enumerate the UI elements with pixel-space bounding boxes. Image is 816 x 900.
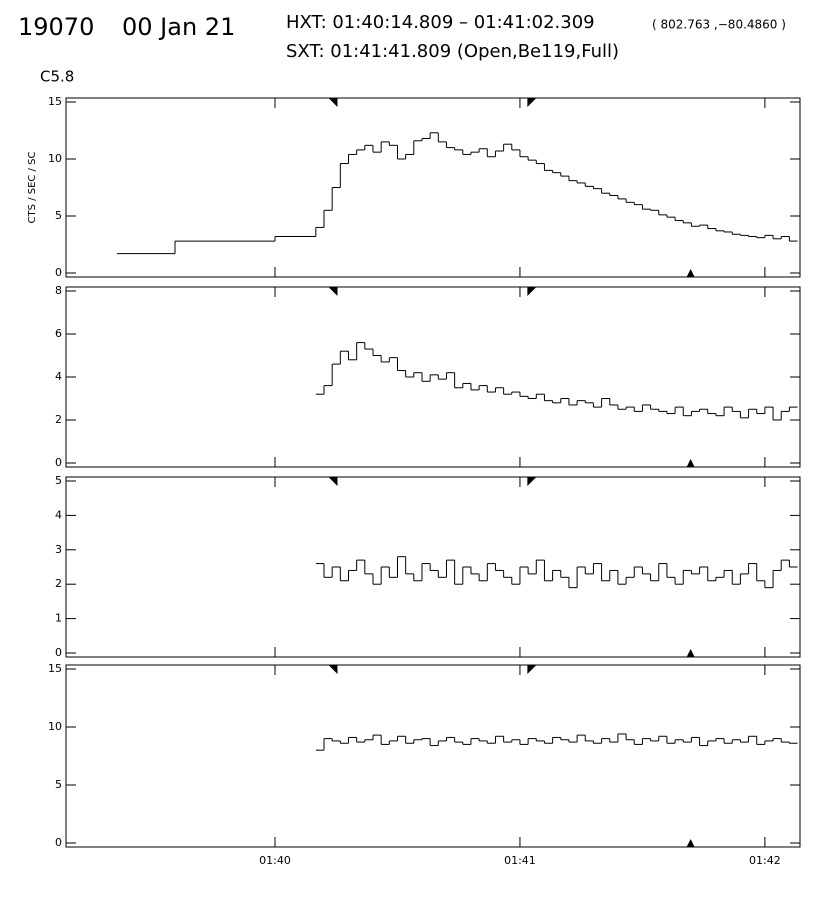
time-marker — [686, 649, 695, 657]
observation-date: 00 Jan 21 — [122, 13, 235, 41]
hxt-interval: HXT: 01:40:14.809 – 01:41:02.309 — [286, 12, 595, 33]
x-tick-label: 01:41 — [504, 854, 536, 867]
x-tick-label: 01:40 — [259, 854, 291, 867]
y-tick-label: 4 — [55, 370, 62, 383]
flare-class: C5.8 — [40, 68, 74, 86]
time-marker — [328, 477, 338, 486]
panel-frame — [65, 97, 801, 278]
panel-frame — [65, 286, 801, 468]
y-tick-label: 15 — [48, 95, 62, 108]
y-tick-label: 2 — [55, 577, 62, 590]
time-marker — [328, 98, 338, 107]
y-tick-label: 1 — [55, 612, 62, 625]
y-tick-label: 15 — [48, 662, 62, 675]
panel-frame — [65, 664, 801, 848]
y-tick-label: 0 — [55, 836, 62, 849]
time-marker — [686, 839, 695, 847]
y-tick-label: 6 — [55, 327, 62, 340]
y-tick-label: 10 — [48, 152, 62, 165]
y-axis-label: CTS / SEC / SC — [27, 152, 38, 224]
y-tick-label: 2 — [55, 413, 62, 426]
sxt-info: SXT: 01:41:41.809 (Open,Be119,Full) — [286, 41, 619, 62]
y-tick-label: 5 — [55, 474, 62, 487]
x-tick-label: 01:42 — [749, 854, 781, 867]
y-tick-label: 5 — [55, 778, 62, 791]
time-marker — [328, 665, 338, 674]
time-marker — [328, 287, 338, 296]
time-marker — [686, 269, 695, 277]
position: ( 802.763 ,−80.4860 ) — [652, 18, 786, 32]
y-tick-label: 8 — [55, 284, 62, 297]
y-tick-label: 4 — [55, 508, 62, 521]
y-tick-label: 3 — [55, 543, 62, 556]
y-tick-label: 0 — [55, 456, 62, 469]
y-tick-label: 10 — [48, 720, 62, 733]
time-marker — [527, 287, 537, 296]
time-marker — [527, 665, 537, 674]
time-marker — [527, 477, 537, 486]
y-tick-label: 0 — [55, 266, 62, 279]
observation-id: 19070 — [18, 13, 94, 41]
time-marker — [527, 98, 537, 107]
panel-frame — [65, 476, 801, 658]
time-marker — [686, 459, 695, 467]
y-tick-label: 5 — [55, 209, 62, 222]
y-tick-label: 0 — [55, 646, 62, 659]
